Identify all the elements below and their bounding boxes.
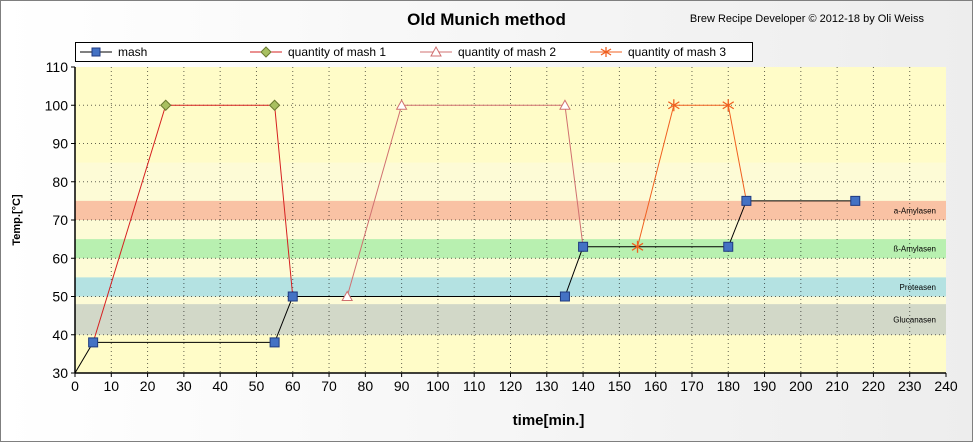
legend-label: quantity of mash 1 [288, 45, 387, 59]
legend-label: mash [118, 45, 148, 59]
legend-marker-diamond-icon [250, 46, 282, 58]
legend-label: quantity of mash 2 [458, 45, 557, 59]
chart-title: Old Munich method [407, 10, 566, 29]
legend-label: quantity of mash 3 [628, 45, 727, 59]
legend-marker-triangle-icon [420, 45, 452, 57]
chart-legend: mash quantity of mash 1 quantity of mash… [75, 42, 753, 62]
legend-marker-square-icon [80, 47, 112, 57]
credit-text: Brew Recipe Developer © 2012-18 by Oli W… [689, 13, 924, 25]
legend-marker-asterisk-icon [590, 47, 622, 57]
